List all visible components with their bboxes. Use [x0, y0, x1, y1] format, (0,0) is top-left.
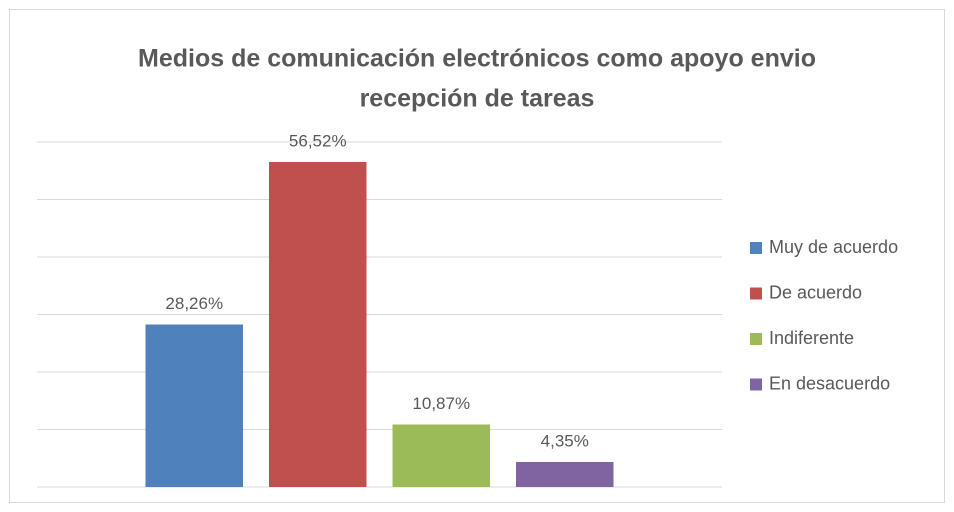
legend-label: Indiferente: [769, 328, 854, 348]
legend-label: De acuerdo: [769, 282, 862, 302]
legend-label: En desacuerdo: [769, 373, 890, 393]
bar: [392, 424, 490, 487]
data-label: 4,35%: [541, 431, 589, 450]
bar: [145, 324, 243, 487]
data-label: 28,26%: [165, 294, 223, 313]
chart-title: recepción de tareas: [360, 85, 595, 113]
data-label: 56,52%: [289, 131, 347, 150]
bar: [269, 162, 367, 487]
legend-swatch: [750, 378, 762, 391]
data-label: 10,87%: [412, 394, 470, 413]
legend-swatch: [750, 287, 762, 300]
chart-title: Medios de comunicación electrónicos como…: [138, 45, 816, 73]
bar: [516, 461, 614, 487]
legend-swatch: [750, 242, 762, 254]
legend-label: Muy de acuerdo: [769, 237, 898, 257]
legend-swatch: [750, 333, 762, 345]
